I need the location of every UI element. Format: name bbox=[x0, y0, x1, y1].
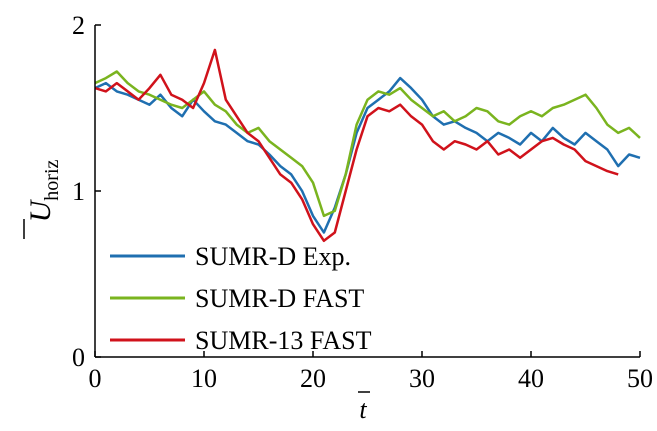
y-label-main: U bbox=[24, 198, 57, 222]
y-axis-label-group: Uhoriz bbox=[23, 159, 63, 239]
series-line bbox=[94, 70, 641, 218]
x-tick-label: 20 bbox=[300, 364, 326, 393]
legend-label: SUMR-13 FAST bbox=[195, 326, 372, 355]
x-tick-label: 50 bbox=[627, 364, 653, 393]
y-axis-label: Uhoriz bbox=[24, 159, 63, 222]
legend-label: SUMR-D FAST bbox=[195, 284, 364, 313]
x-tick-label: 30 bbox=[409, 364, 435, 393]
x-tick-label: 10 bbox=[191, 364, 217, 393]
y-tick-label: 2 bbox=[72, 11, 85, 40]
series-line bbox=[94, 48, 619, 243]
y-label-sub: horiz bbox=[41, 159, 63, 200]
x-tick-label: 40 bbox=[518, 364, 544, 393]
legend-label: SUMR-D Exp. bbox=[195, 242, 351, 271]
y-tick-label: 0 bbox=[72, 343, 85, 372]
x-axis-label: t bbox=[359, 395, 367, 424]
x-tick-label: 0 bbox=[89, 364, 102, 393]
y-tick-label: 1 bbox=[72, 177, 85, 206]
series-line bbox=[94, 76, 641, 234]
